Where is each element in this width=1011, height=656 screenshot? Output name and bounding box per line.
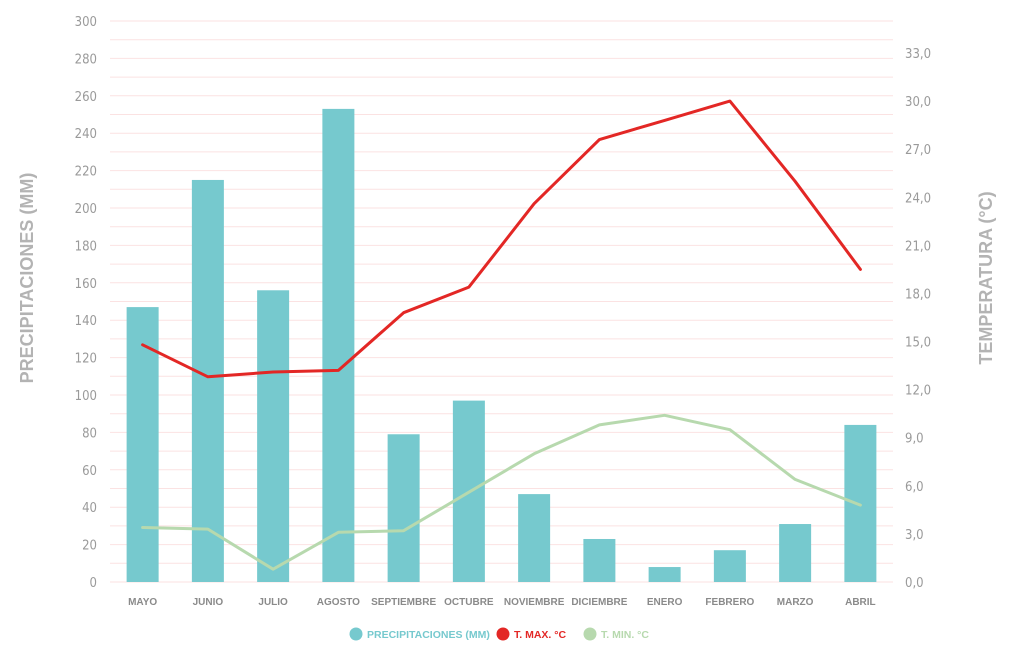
right-axis-ticks: 0,0 3,0 6,0 9,0 12,0 15,0 18,0 21,0 24,0 27,0 30,0… [905, 47, 931, 591]
right-tick-label: 33,0 [905, 47, 931, 62]
right-tick-label: 3,0 [905, 528, 924, 543]
left-tick-label: 160 [75, 277, 97, 292]
right-tick-label: 27,0 [905, 143, 931, 158]
legend-label: T. MIN. °C [601, 629, 649, 641]
precipitation-bar [844, 424, 877, 582]
x-tick-label: FEBRERO [705, 597, 754, 608]
temperature-lines [141, 99, 862, 571]
precipitation-bar [257, 290, 290, 582]
right-tick-label: 0,0 [905, 576, 924, 591]
left-tick-label: 100 [75, 389, 97, 404]
x-tick-label: SEPTIEMBRE [371, 597, 436, 608]
right-tick-label: 6,0 [905, 480, 924, 495]
x-tick-label: ABRIL [845, 597, 876, 608]
right-tick-label: 15,0 [905, 336, 931, 351]
x-tick-label: MARZO [777, 597, 814, 608]
left-tick-label: 240 [75, 127, 97, 142]
legend-marker [583, 627, 597, 641]
x-tick-label: DICIEMBRE [571, 597, 627, 608]
tmin-line [141, 413, 862, 571]
precipitation-bar [648, 567, 681, 582]
left-tick-label: 20 [82, 539, 97, 554]
x-tick-label: MAYO [128, 597, 157, 608]
x-tick-label: JULIO [258, 597, 288, 608]
x-tick-label: AGOSTO [317, 597, 360, 608]
precipitation-bar [713, 550, 746, 582]
left-tick-label: 220 [75, 165, 97, 180]
right-tick-label: 18,0 [905, 287, 931, 302]
tmax-line [141, 99, 862, 379]
right-tick-label: 9,0 [905, 432, 924, 447]
legend-label: T. MAX. °C [514, 629, 566, 641]
legend-marker [349, 627, 363, 641]
x-tick-label: OCTUBRE [444, 597, 494, 608]
left-tick-label: 80 [82, 426, 97, 441]
legend-marker [496, 627, 510, 641]
right-axis-title: TEMPERATURA (°C) [976, 191, 996, 364]
left-axis-title: PRECIPITACIONES (MM) [17, 173, 37, 384]
gridlines [110, 20, 893, 583]
x-tick-label: ENERO [647, 597, 683, 608]
left-tick-label: 140 [75, 314, 97, 329]
right-tick-label: 12,0 [905, 384, 931, 399]
left-tick-label: 180 [75, 239, 97, 254]
left-tick-label: 0 [90, 576, 97, 591]
left-axis-ticks: 0 20 40 60 80 100 120 140 160 180 200 220 240 260 280 3… [75, 15, 97, 591]
x-axis-ticks: MAYO JUNIO JULIO AGOSTO SEPTIEMBRE OCTUBRE NOV… [128, 597, 876, 608]
precipitation-bar [126, 307, 159, 582]
right-tick-label: 30,0 [905, 95, 931, 110]
left-tick-label: 300 [75, 15, 97, 30]
legend-label: PRECIPITACIONES (MM) [367, 629, 490, 641]
precipitation-bar [191, 179, 224, 582]
left-tick-label: 40 [82, 501, 97, 516]
precipitation-bar [322, 108, 355, 582]
left-tick-label: 120 [75, 352, 97, 367]
left-tick-label: 200 [75, 202, 97, 217]
precipitation-bar [387, 434, 420, 582]
right-tick-label: 21,0 [905, 239, 931, 254]
precipitation-bar [779, 524, 812, 582]
left-tick-label: 260 [75, 90, 97, 105]
precipitation-bar [583, 538, 616, 582]
right-tick-label: 24,0 [905, 191, 931, 206]
x-tick-label: NOVIEMBRE [504, 597, 565, 608]
legend: PRECIPITACIONES (MM) T. MAX. °C T. MIN. °C [349, 627, 649, 641]
x-tick-label: JUNIO [193, 597, 224, 608]
left-tick-label: 60 [82, 464, 97, 479]
precipitation-bars [126, 108, 877, 582]
precipitation-bar [518, 494, 551, 582]
left-tick-label: 280 [75, 52, 97, 67]
